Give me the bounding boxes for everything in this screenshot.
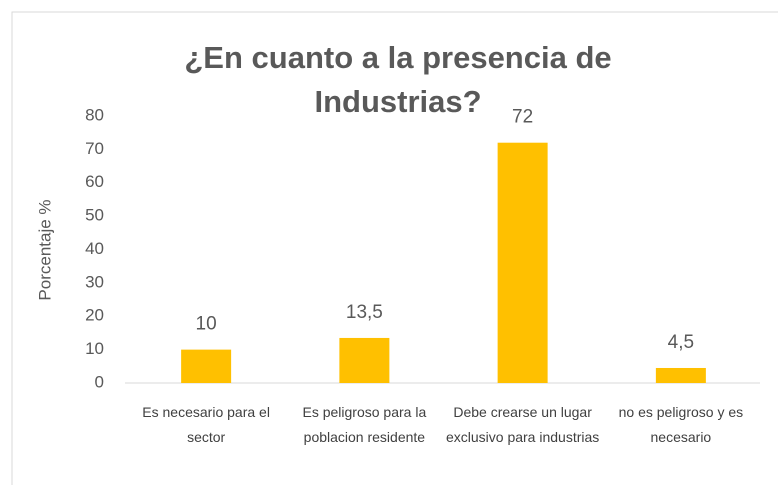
x-tick-label: Es necesario para el sector: [142, 404, 270, 445]
x-tick-label: Es peligroso para la poblacion residente: [302, 404, 427, 445]
y-tick-label: 40: [85, 239, 104, 258]
chart-frame: [11, 11, 778, 485]
y-tick-label: 80: [85, 105, 104, 124]
y-tick-label: 10: [85, 339, 104, 358]
y-tick-label: 60: [85, 172, 104, 191]
y-tick-label: 30: [85, 272, 104, 291]
data-label: 10: [196, 314, 217, 335]
y-tick-label: 70: [85, 139, 104, 158]
x-tick-label: Debe crearse un lugar exclusivo para ind…: [445, 404, 600, 445]
bar: [339, 337, 390, 383]
data-label: 4,5: [668, 332, 694, 353]
y-tick-label: 50: [85, 206, 104, 225]
y-tick-label: 0: [95, 372, 104, 391]
bar: [655, 367, 706, 383]
chart-title: ¿En cuanto a la presencia de Industrias?: [184, 40, 612, 119]
bar: [181, 349, 232, 383]
x-tick-label: no es peligroso y es necesario: [618, 404, 744, 445]
y-tick-label: 20: [85, 306, 104, 325]
bar: [497, 142, 548, 383]
data-label: 13,5: [346, 302, 383, 323]
data-label: 72: [512, 107, 533, 128]
y-axis-title: Porcentaje %: [35, 199, 54, 300]
